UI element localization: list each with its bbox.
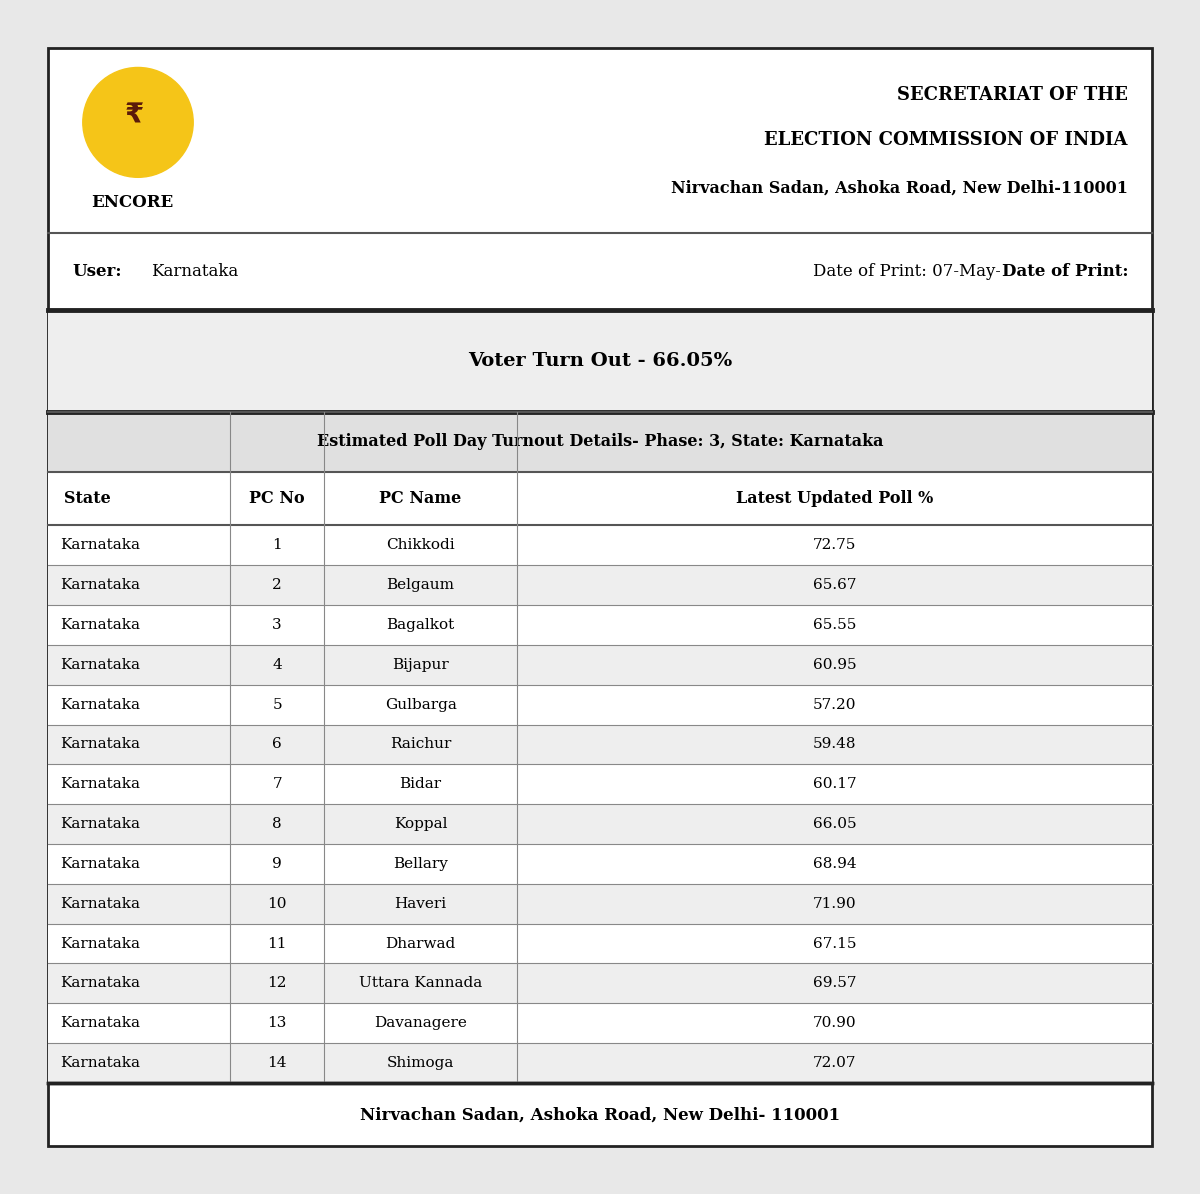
Text: Nirvachan Sadan, Ashoka Road, New Delhi- 110001: Nirvachan Sadan, Ashoka Road, New Delhi-…	[360, 1106, 840, 1124]
Text: Shimoga: Shimoga	[386, 1055, 455, 1070]
Text: Date of Print: 07-May-2024 05:31 pm: Date of Print: 07-May-2024 05:31 pm	[812, 263, 1128, 281]
FancyBboxPatch shape	[48, 310, 1152, 412]
Text: 57.20: 57.20	[812, 697, 857, 712]
Text: Dharwad: Dharwad	[385, 936, 456, 950]
Text: ENCORE: ENCORE	[91, 193, 173, 211]
Text: Karnataka: Karnataka	[60, 738, 140, 751]
Text: Uttara Kannada: Uttara Kannada	[359, 977, 482, 990]
FancyBboxPatch shape	[48, 48, 1152, 1146]
Text: 68.94: 68.94	[812, 857, 857, 870]
Text: 60.95: 60.95	[812, 658, 857, 672]
Text: Karnataka: Karnataka	[60, 817, 140, 831]
Text: 69.57: 69.57	[812, 977, 857, 990]
FancyBboxPatch shape	[48, 605, 1152, 645]
Text: Koppal: Koppal	[394, 817, 448, 831]
Text: Karnataka: Karnataka	[60, 618, 140, 632]
Text: ₹: ₹	[125, 101, 144, 129]
Text: Bijapur: Bijapur	[392, 658, 449, 672]
Text: 1: 1	[272, 538, 282, 553]
Text: 66.05: 66.05	[812, 817, 857, 831]
Text: 7: 7	[272, 777, 282, 792]
FancyBboxPatch shape	[48, 805, 1152, 844]
FancyBboxPatch shape	[48, 565, 1152, 605]
Text: 2: 2	[272, 578, 282, 592]
FancyBboxPatch shape	[48, 684, 1152, 725]
Text: Karnataka: Karnataka	[60, 1055, 140, 1070]
FancyBboxPatch shape	[48, 525, 1152, 565]
Text: Davanagere: Davanagere	[374, 1016, 467, 1030]
Text: 71.90: 71.90	[812, 897, 857, 911]
Text: Voter Turn Out - 66.05%: Voter Turn Out - 66.05%	[468, 352, 732, 370]
Text: Karnataka: Karnataka	[151, 263, 239, 281]
Text: Bagalkot: Bagalkot	[386, 618, 455, 632]
Text: Raichur: Raichur	[390, 738, 451, 751]
Text: 70.90: 70.90	[812, 1016, 857, 1030]
Text: 65.55: 65.55	[812, 618, 857, 632]
Text: Chikkodi: Chikkodi	[386, 538, 455, 553]
Text: 9: 9	[272, 857, 282, 870]
Text: Gulbarga: Gulbarga	[385, 697, 456, 712]
FancyBboxPatch shape	[48, 884, 1152, 924]
Text: Karnataka: Karnataka	[60, 538, 140, 553]
FancyBboxPatch shape	[48, 764, 1152, 805]
FancyBboxPatch shape	[48, 472, 1152, 525]
Text: 12: 12	[268, 977, 287, 990]
Text: Latest Updated Poll %: Latest Updated Poll %	[736, 490, 934, 507]
Text: ELECTION COMMISSION OF INDIA: ELECTION COMMISSION OF INDIA	[764, 131, 1128, 149]
Text: 8: 8	[272, 817, 282, 831]
Text: 10: 10	[268, 897, 287, 911]
Text: Karnataka: Karnataka	[60, 897, 140, 911]
FancyBboxPatch shape	[48, 645, 1152, 684]
Text: 65.67: 65.67	[812, 578, 857, 592]
Text: Karnataka: Karnataka	[60, 1016, 140, 1030]
Text: Haveri: Haveri	[395, 897, 446, 911]
Text: 13: 13	[268, 1016, 287, 1030]
Text: 72.07: 72.07	[812, 1055, 857, 1070]
Text: State: State	[64, 490, 110, 507]
Text: 4: 4	[272, 658, 282, 672]
FancyBboxPatch shape	[48, 844, 1152, 884]
FancyBboxPatch shape	[48, 964, 1152, 1003]
Text: Karnataka: Karnataka	[60, 777, 140, 792]
Text: PC Name: PC Name	[379, 490, 462, 507]
Text: 59.48: 59.48	[812, 738, 857, 751]
Text: SECRETARIAT OF THE: SECRETARIAT OF THE	[898, 86, 1128, 104]
Text: Karnataka: Karnataka	[60, 578, 140, 592]
FancyBboxPatch shape	[48, 725, 1152, 764]
Text: 3: 3	[272, 618, 282, 632]
Text: Karnataka: Karnataka	[60, 658, 140, 672]
FancyBboxPatch shape	[48, 1044, 1152, 1083]
Text: 6: 6	[272, 738, 282, 751]
Text: Bidar: Bidar	[400, 777, 442, 792]
Text: 72.75: 72.75	[812, 538, 857, 553]
FancyBboxPatch shape	[48, 1003, 1152, 1044]
Text: User:: User:	[72, 263, 121, 281]
Text: Belgaum: Belgaum	[386, 578, 455, 592]
Text: Karnataka: Karnataka	[60, 977, 140, 990]
Text: 14: 14	[268, 1055, 287, 1070]
Text: Estimated Poll Day Turnout Details- Phase: 3, State: Karnataka: Estimated Poll Day Turnout Details- Phas…	[317, 433, 883, 450]
Text: Nirvachan Sadan, Ashoka Road, New Delhi-110001: Nirvachan Sadan, Ashoka Road, New Delhi-…	[671, 179, 1128, 197]
Circle shape	[83, 67, 193, 177]
Text: Date of Print:: Date of Print:	[1002, 263, 1128, 281]
Text: Bellary: Bellary	[394, 857, 448, 870]
Text: 11: 11	[268, 936, 287, 950]
Text: Karnataka: Karnataka	[60, 697, 140, 712]
Text: Karnataka: Karnataka	[60, 936, 140, 950]
Text: Karnataka: Karnataka	[60, 857, 140, 870]
FancyBboxPatch shape	[48, 412, 1152, 472]
Text: 67.15: 67.15	[812, 936, 857, 950]
Text: PC No: PC No	[250, 490, 305, 507]
Text: 60.17: 60.17	[812, 777, 857, 792]
Text: 5: 5	[272, 697, 282, 712]
FancyBboxPatch shape	[48, 924, 1152, 964]
